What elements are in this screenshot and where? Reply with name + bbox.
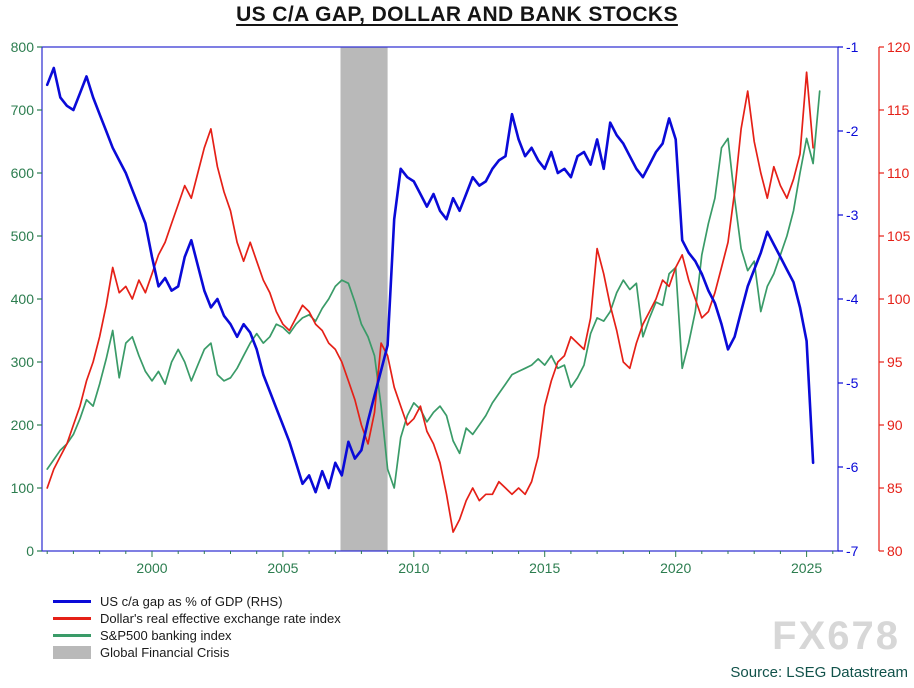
blue-axis-tick-label: -4 bbox=[846, 291, 859, 307]
red-axis-tick-label: 85 bbox=[887, 480, 903, 496]
legend-label: US c/a gap as % of GDP (RHS) bbox=[100, 593, 283, 609]
left-axis-tick-label: 200 bbox=[11, 417, 35, 433]
legend-swatch-red-line bbox=[53, 616, 91, 620]
red-axis-tick-label: 115 bbox=[887, 102, 910, 118]
legend-label: S&P500 banking index bbox=[100, 627, 232, 643]
series-line-red bbox=[46, 71, 814, 533]
legend-label: Dollar's real effective exchange rate in… bbox=[100, 610, 341, 626]
red-axis-tick-label: 80 bbox=[887, 543, 903, 559]
left-axis-tick-label: 700 bbox=[11, 102, 35, 118]
left-axis-tick-label: 800 bbox=[11, 39, 35, 55]
series-line-blue bbox=[45, 66, 815, 494]
red-axis-tick-label: 90 bbox=[887, 417, 903, 433]
left-axis-tick-label: 300 bbox=[11, 354, 35, 370]
legend-swatch-green-line bbox=[53, 633, 91, 637]
red-axis-tick-label: 110 bbox=[887, 165, 910, 181]
left-axis-tick-label: 0 bbox=[26, 543, 34, 559]
watermark: FX678 bbox=[772, 614, 900, 658]
x-axis-tick-label: 2020 bbox=[660, 560, 691, 576]
red-axis-tick-label: 105 bbox=[887, 228, 911, 244]
plot-frame bbox=[41, 46, 839, 552]
red-axis-tick-label: 120 bbox=[887, 39, 911, 55]
series-line-left bbox=[46, 90, 821, 489]
chart-legend: US c/a gap as % of GDP (RHS) Dollar's re… bbox=[53, 593, 341, 660]
legend-item-sp500-banking: S&P500 banking index bbox=[53, 627, 341, 643]
source-text: Source: LSEG Datastream bbox=[730, 664, 908, 681]
blue-axis-tick-label: -5 bbox=[846, 375, 859, 391]
left-axis-tick-label: 400 bbox=[11, 291, 35, 307]
blue-axis-tick-label: -2 bbox=[846, 123, 859, 139]
blue-axis-tick-label: -3 bbox=[846, 207, 859, 223]
red-axis-tick-label: 95 bbox=[887, 354, 903, 370]
legend-label: Global Financial Crisis bbox=[100, 644, 230, 660]
x-axis-tick-label: 2015 bbox=[529, 560, 560, 576]
x-axis-tick-label: 2000 bbox=[136, 560, 167, 576]
legend-swatch-blue-line bbox=[53, 599, 91, 603]
left-axis-tick-label: 500 bbox=[11, 228, 35, 244]
legend-swatch-gray-rect bbox=[53, 645, 91, 659]
blue-axis-tick-label: -1 bbox=[846, 39, 859, 55]
red-axis-tick-label: 100 bbox=[887, 291, 911, 307]
gfc-band bbox=[340, 47, 388, 551]
legend-item-us-ca-gap: US c/a gap as % of GDP (RHS) bbox=[53, 593, 341, 609]
chart-title: US C/A GAP, DOLLAR AND BANK STOCKS bbox=[236, 3, 678, 26]
x-axis-tick-label: 2005 bbox=[267, 560, 298, 576]
blue-axis-tick-label: -7 bbox=[846, 543, 859, 559]
left-axis-tick-label: 600 bbox=[11, 165, 35, 181]
legend-item-dollar-reer: Dollar's real effective exchange rate in… bbox=[53, 610, 341, 626]
left-axis-tick-label: 100 bbox=[11, 480, 35, 496]
legend-item-gfc: Global Financial Crisis bbox=[53, 644, 341, 660]
x-axis-tick-label: 2025 bbox=[791, 560, 822, 576]
x-axis-tick-label: 2010 bbox=[398, 560, 429, 576]
blue-axis-tick-label: -6 bbox=[846, 459, 859, 475]
chart-plot: 0 100 200 300 400 500 600 700 800 -1 -2 -3 -4 -5 -6 -7 8… bbox=[11, 39, 911, 576]
